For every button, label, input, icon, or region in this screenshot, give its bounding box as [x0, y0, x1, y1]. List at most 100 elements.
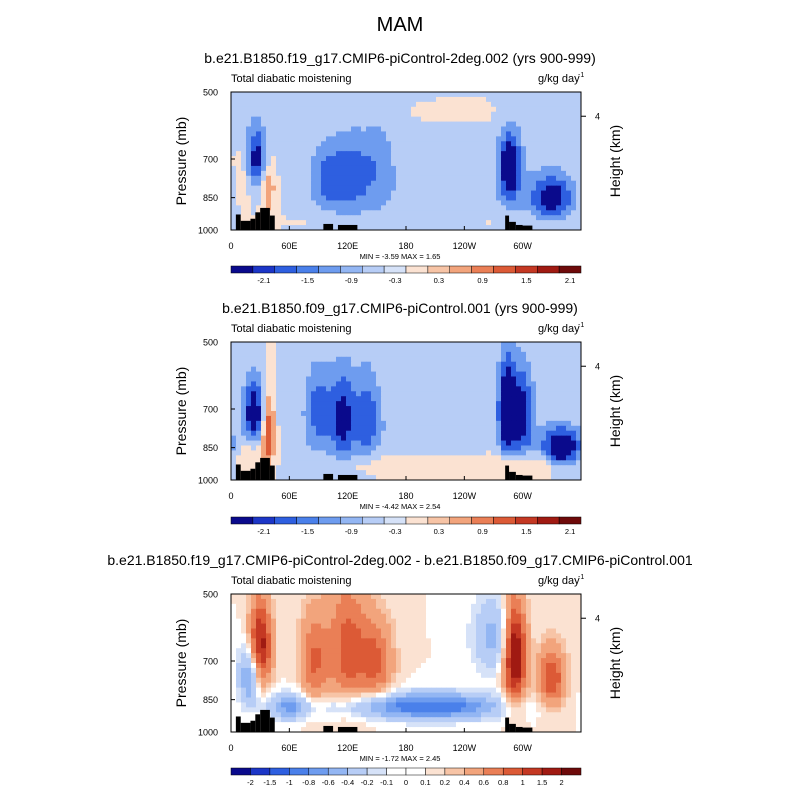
field-cell: [301, 386, 306, 391]
field-cell: [336, 653, 341, 658]
field-cell: [256, 181, 261, 186]
field-cell: [541, 653, 546, 658]
field-cell: [336, 107, 341, 112]
field-cell: [371, 396, 376, 401]
field-cell: [261, 362, 266, 367]
field-cell: [296, 653, 301, 658]
field-cell: [241, 465, 246, 470]
field-cell: [361, 599, 366, 604]
field-cell: [446, 102, 451, 107]
field-cell: [336, 210, 341, 215]
field-cell: [286, 421, 291, 426]
field-cell: [451, 614, 456, 619]
field-cell: [456, 191, 461, 196]
field-cell: [251, 136, 256, 141]
field-cell: [436, 411, 441, 416]
field-cell: [346, 210, 351, 215]
field-cell: [521, 629, 526, 634]
field-cell: [571, 352, 576, 357]
field-cell: [381, 629, 386, 634]
field-cell: [351, 411, 356, 416]
field-cell: [396, 406, 401, 411]
field-cell: [391, 653, 396, 658]
field-cell: [471, 112, 476, 117]
field-cell: [246, 362, 251, 367]
field-cell: [361, 176, 366, 181]
field-cell: [251, 441, 256, 446]
field-cell: [521, 609, 526, 614]
field-cell: [246, 658, 251, 663]
colorbar-swatch: [384, 266, 406, 273]
field-cell: [281, 406, 286, 411]
field-cell: [376, 151, 381, 156]
field-cell: [501, 416, 506, 421]
field-cell: [561, 416, 566, 421]
field-cell: [356, 161, 361, 166]
field-cell: [386, 107, 391, 112]
field-cell: [471, 441, 476, 446]
field-cell: [291, 131, 296, 136]
field-cell: [531, 347, 536, 352]
terrain-block: [323, 474, 333, 480]
field-cell: [256, 102, 261, 107]
field-cell: [501, 102, 506, 107]
field-cell: [541, 196, 546, 201]
field-cell: [431, 186, 436, 191]
field-cell: [266, 450, 271, 455]
field-cell: [306, 629, 311, 634]
field-cell: [436, 446, 441, 451]
field-cell: [376, 122, 381, 127]
field-cell: [496, 460, 501, 465]
field-cell: [336, 372, 341, 377]
field-cell: [286, 624, 291, 629]
field-cell: [266, 131, 271, 136]
field-cell: [506, 166, 511, 171]
field-cell: [241, 191, 246, 196]
field-cell: [516, 186, 521, 191]
field-cell: [416, 653, 421, 658]
field-cell: [246, 450, 251, 455]
field-cell: [271, 166, 276, 171]
field-cell: [466, 102, 471, 107]
field-cell: [396, 171, 401, 176]
field-cell: [551, 391, 556, 396]
field-cell: [396, 386, 401, 391]
field-cell: [306, 416, 311, 421]
field-cell: [461, 648, 466, 653]
field-cell: [241, 92, 246, 97]
field-cell: [376, 604, 381, 609]
field-cell: [346, 643, 351, 648]
field-cell: [456, 112, 461, 117]
field-cell: [336, 166, 341, 171]
field-cell: [406, 117, 411, 122]
field-cell: [266, 614, 271, 619]
field-cell: [281, 176, 286, 181]
field-cell: [376, 107, 381, 112]
field-cell: [541, 629, 546, 634]
field-cell: [296, 372, 301, 377]
field-cell: [241, 614, 246, 619]
field-cell: [546, 465, 551, 470]
field-cell: [571, 470, 576, 475]
field-cell: [501, 614, 506, 619]
field-cell: [326, 171, 331, 176]
field-cell: [326, 377, 331, 382]
field-cell: [566, 421, 571, 426]
field-cell: [241, 441, 246, 446]
field-cell: [381, 200, 386, 205]
field-cell: [436, 141, 441, 146]
field-cell: [236, 200, 241, 205]
field-cell: [351, 594, 356, 599]
field-cell: [521, 624, 526, 629]
field-cell: [491, 342, 496, 347]
field-cell: [341, 131, 346, 136]
field-cell: [406, 638, 411, 643]
field-cell: [486, 421, 491, 426]
field-cell: [451, 638, 456, 643]
field-cell: [551, 599, 556, 604]
field-cell: [306, 470, 311, 475]
field-cell: [276, 97, 281, 102]
field-cell: [436, 460, 441, 465]
field-cell: [431, 176, 436, 181]
field-cell: [496, 426, 501, 431]
